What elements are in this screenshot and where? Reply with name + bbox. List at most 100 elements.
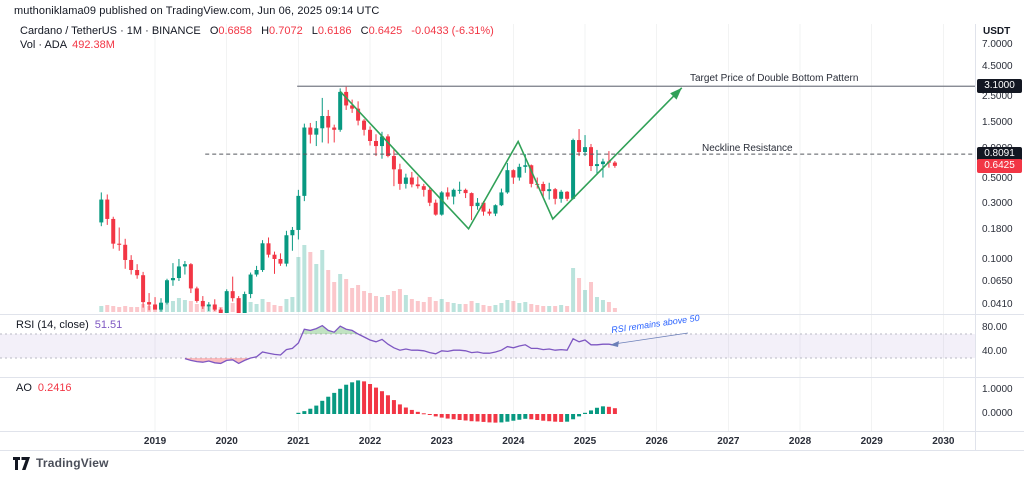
candle-body	[284, 235, 289, 264]
volume-bar	[326, 270, 331, 312]
ao-bar	[338, 388, 343, 414]
candle-body	[230, 291, 235, 299]
volume-legend[interactable]: Vol · ADA 492.38M	[20, 39, 115, 51]
ao-bar	[421, 413, 426, 415]
volume-bar	[254, 304, 259, 312]
price-badge-0.8091: 0.8091	[977, 147, 1022, 162]
neckline-annotation[interactable]: Neckline Resistance	[702, 143, 793, 154]
price-axis-label: 2.5000	[982, 91, 1013, 103]
rsi-overbought-fill	[302, 325, 359, 334]
symbol-title[interactable]: Cardano / TetherUS · 1M · BINANCE	[20, 25, 201, 37]
candle-body	[415, 184, 420, 187]
ao-bar	[403, 407, 408, 414]
year-label-2027: 2027	[717, 436, 740, 447]
volume-bar	[356, 285, 361, 312]
tradingview-logo-icon	[13, 456, 30, 470]
ao-bar	[571, 414, 576, 420]
candle-body	[153, 304, 158, 310]
candle-body	[409, 177, 414, 185]
rsi-legend[interactable]: RSI (14, close) 51.51	[16, 319, 122, 331]
volume-bar	[606, 302, 611, 312]
volume-bar	[278, 306, 283, 312]
volume-bar	[338, 274, 343, 312]
volume-label: Vol · ADA	[20, 39, 68, 51]
ao-legend[interactable]: AO 0.2416	[16, 382, 72, 394]
candle-body	[242, 294, 247, 313]
volume-bar	[511, 301, 516, 312]
ao-bar	[511, 414, 516, 421]
candle-body	[385, 136, 390, 157]
candle-body	[589, 147, 594, 167]
ao-bar	[332, 392, 337, 414]
volume-bar	[439, 299, 444, 312]
ao-axis-label: 1.0000	[982, 384, 1013, 395]
volume-bar	[577, 278, 582, 312]
ohlc-high-label: H	[261, 25, 270, 37]
candle-body	[254, 270, 259, 275]
ao-bar	[374, 387, 379, 414]
candle-body	[362, 120, 367, 130]
candle-body	[433, 202, 438, 215]
volume-bar	[188, 301, 193, 312]
year-label-2019: 2019	[143, 436, 167, 447]
ao-bar	[517, 414, 522, 420]
year-label-2020: 2020	[215, 436, 238, 447]
ohlc-close-value: 0.6425	[368, 25, 403, 37]
candle-body	[159, 302, 164, 310]
ao-bar	[529, 414, 534, 420]
candle-body	[523, 165, 528, 167]
volume-value: 492.38M	[72, 39, 115, 51]
candle-body	[511, 170, 516, 178]
candle-body	[105, 199, 110, 219]
volume-bar	[397, 289, 402, 312]
ao-bar	[457, 414, 462, 420]
footer-brand[interactable]: TradingView	[13, 456, 109, 470]
ao-bar	[320, 400, 325, 414]
year-label-2021: 2021	[287, 436, 310, 447]
candle-body	[493, 205, 498, 214]
volume-bar	[523, 302, 528, 312]
ao-bar	[385, 395, 390, 414]
price-axis-label: 1.5000	[982, 116, 1013, 128]
candle-body	[481, 202, 486, 212]
candle-body	[350, 105, 355, 109]
rsi-label: RSI (14, close)	[16, 319, 89, 331]
ao-bar	[397, 404, 402, 414]
volume-bar	[129, 307, 134, 312]
price-badge-3.1000: 3.1000	[977, 79, 1022, 94]
candle-body	[469, 193, 474, 207]
volume-bar	[374, 296, 379, 312]
ao-bar	[487, 414, 492, 423]
ao-bar	[350, 382, 355, 414]
volume-bar	[117, 307, 122, 312]
candle-body	[421, 186, 426, 190]
year-label-2022: 2022	[358, 436, 382, 447]
candle-body	[368, 129, 373, 141]
candle-body	[583, 147, 588, 152]
symbol-legend[interactable]: Cardano / TetherUS · 1M · BINANCE O0.685…	[20, 25, 494, 37]
volume-bar	[481, 305, 486, 312]
volume-bar	[296, 257, 301, 312]
candle-body	[224, 291, 229, 313]
volume-bar	[266, 302, 271, 312]
candle-body	[188, 264, 193, 289]
target-price-annotation[interactable]: Target Price of Double Bottom Pattern	[690, 73, 859, 84]
ao-bar	[314, 405, 319, 414]
volume-bar	[141, 304, 146, 312]
volume-bar	[445, 302, 450, 312]
candle-body	[200, 300, 205, 307]
ao-bar	[583, 412, 588, 414]
volume-bar	[344, 279, 349, 312]
candle-body	[577, 140, 582, 152]
year-label-2025: 2025	[573, 436, 597, 447]
candle-body	[541, 183, 546, 192]
volume-bar	[164, 300, 169, 312]
candle-body	[147, 302, 152, 305]
volume-bar	[427, 297, 432, 312]
volume-bar	[612, 308, 617, 312]
candle-body	[451, 189, 456, 197]
ao-bar	[493, 414, 498, 423]
ao-bar	[553, 414, 558, 422]
volume-bar	[421, 302, 426, 312]
